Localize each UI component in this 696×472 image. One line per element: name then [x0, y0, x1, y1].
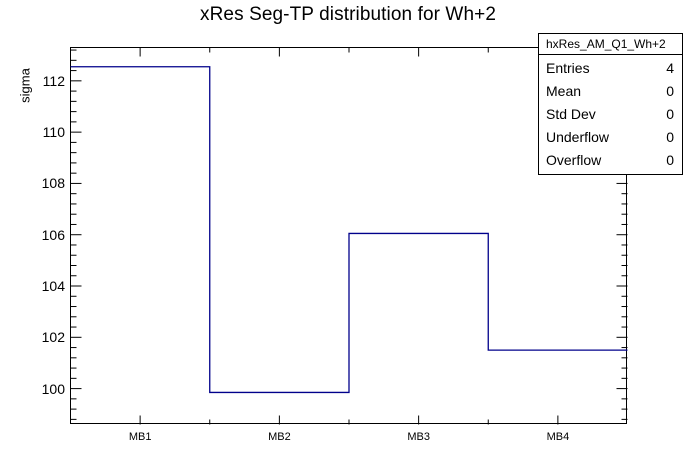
statistics-key: Entries — [546, 60, 590, 76]
x-tick-label: MB3 — [407, 430, 430, 443]
x-tick-label: MB1 — [128, 430, 152, 443]
statistics-row: Overflow 0 — [539, 149, 682, 172]
y-tick-label: 108 — [41, 175, 65, 192]
y-tick-label: 100 — [41, 380, 65, 397]
y-tick-label: 112 — [42, 72, 65, 89]
statistics-row: Underflow 0 — [539, 126, 682, 149]
statistics-value: 0 — [666, 152, 674, 168]
y-tick-label: 102 — [41, 329, 65, 346]
statistics-value: 0 — [666, 83, 674, 99]
statistics-row: Mean 0 — [539, 80, 682, 103]
statistics-value: 4 — [666, 60, 674, 76]
statistics-row: Std Dev 0 — [539, 103, 682, 126]
statistics-key: Underflow — [546, 129, 610, 145]
statistics-box-rows: Entries 4 Mean 0 Std Dev 0 Underflow 0 Overflow 0 — [539, 55, 682, 174]
x-tick-label: MB2 — [268, 430, 291, 443]
statistics-key: Mean — [546, 83, 582, 99]
statistics-value: 0 — [666, 106, 674, 122]
y-tick-label: 104 — [41, 278, 65, 294]
y-tick-label: 106 — [41, 226, 65, 243]
statistics-key: Overflow — [546, 152, 602, 168]
plot-title: xRes Seg-TP distribution for Wh+2 — [200, 4, 496, 25]
y-tick-label: 110 — [42, 124, 65, 141]
statistics-row: Entries 4 — [539, 57, 682, 80]
statistics-value: 0 — [666, 129, 674, 145]
statistics-box: hxRes_AM_Q1_Wh+2 Entries 4 Mean 0 Std Dev 0 Un… — [538, 33, 683, 175]
statistics-key: Std Dev — [546, 106, 596, 122]
x-tick-label: MB4 — [546, 430, 570, 443]
statistics-box-title: hxRes_AM_Q1_Wh+2 — [539, 34, 682, 55]
